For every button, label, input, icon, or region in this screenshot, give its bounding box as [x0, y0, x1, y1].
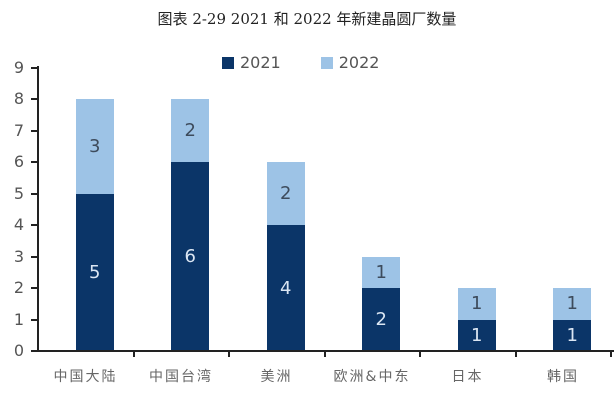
bar-segment-2022: 2	[266, 162, 305, 226]
y-tick-label: 7	[13, 120, 24, 140]
x-tick	[228, 350, 230, 357]
legend-item-2022: 2022	[320, 53, 380, 72]
y-tick-label: 6	[13, 152, 24, 172]
y-tick	[31, 192, 38, 195]
y-tick-label: 9	[13, 57, 24, 77]
x-tick-label: 日本	[451, 369, 484, 385]
y-tick-label: 1	[13, 309, 24, 329]
x-tick-label: 韩国	[547, 369, 579, 385]
y-tick	[31, 318, 38, 321]
y-tick	[31, 66, 38, 69]
bar-segment-2022: 3	[75, 99, 114, 194]
y-tick-label: 2	[13, 278, 24, 298]
legend-item-2021: 2021	[222, 53, 281, 72]
y-tick	[31, 129, 38, 132]
bar-segment-2022: 1	[553, 288, 592, 320]
bar-segment-2021: 4	[266, 225, 305, 351]
chart-title: 图表 2-29 2021 和 2022 年新建晶圆厂数量	[157, 10, 457, 28]
legend-label: 2022	[338, 53, 380, 72]
y-tick-label: 4	[13, 215, 24, 235]
bar-segment-2022: 1	[457, 288, 496, 320]
y-tick	[31, 161, 38, 164]
legend-swatch-2021	[222, 56, 234, 69]
y-tick-label: 0	[13, 341, 24, 360]
y-axis	[37, 66, 39, 352]
bar-segment-2021: 2	[362, 288, 401, 351]
y-tick	[31, 98, 38, 101]
y-tick	[31, 255, 38, 258]
x-tick	[132, 350, 135, 357]
bar-segment-2021: 1	[553, 319, 592, 351]
x-tick-label: 中国台湾	[149, 369, 213, 385]
bar-segment-2021: 5	[75, 193, 114, 351]
y-tick	[31, 350, 38, 352]
y-tick-label: 8	[13, 89, 24, 109]
x-tick	[610, 350, 612, 357]
bar-segment-2022: 1	[362, 256, 401, 289]
legend: 2021 2022	[222, 53, 379, 72]
legend-swatch-2022	[320, 56, 333, 69]
x-tick	[419, 350, 421, 357]
x-axis	[37, 350, 614, 352]
x-tick-label: 美洲	[260, 369, 293, 385]
bar-segment-2022: 2	[171, 99, 210, 163]
y-tick-label: 5	[13, 183, 24, 203]
bar-segment-2021: 6	[171, 162, 210, 351]
x-tick-label: 中国大陆	[53, 369, 118, 385]
legend-label: 2021	[240, 53, 281, 72]
y-tick	[31, 224, 38, 227]
bar-segment-2021: 1	[457, 319, 496, 351]
x-tick-label: 欧洲&中东	[333, 369, 411, 385]
x-tick	[323, 350, 326, 357]
y-tick	[31, 287, 38, 290]
x-tick	[514, 350, 517, 357]
y-tick-label: 3	[13, 246, 24, 266]
